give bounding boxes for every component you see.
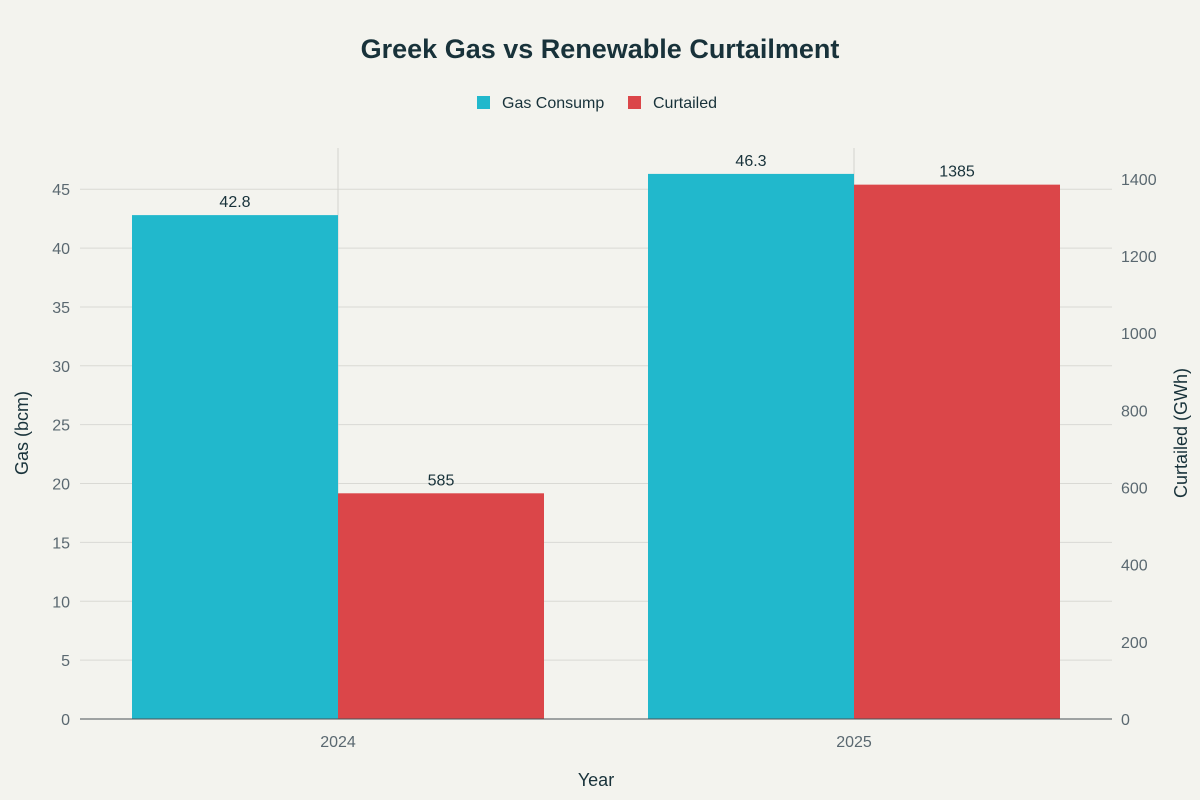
y2-axis-title: Curtailed (GWh) (1171, 368, 1191, 498)
y-tick-label: 20 (52, 477, 70, 494)
legend-swatch-curtailed (628, 96, 641, 109)
y2-tick-label: 600 (1121, 481, 1148, 498)
bar-gas-2025 (648, 173, 854, 720)
bar-curtailed-2024 (338, 493, 544, 719)
y-tick-label: 15 (52, 535, 70, 552)
y2-tick-label: 800 (1121, 403, 1148, 420)
y2-tick-label: 400 (1121, 558, 1148, 575)
y-tick-label: 45 (52, 182, 70, 199)
y2-tick-label: 0 (1121, 712, 1130, 729)
x-tick-label: 2025 (836, 734, 872, 751)
y-axis-title: Gas (bcm) (12, 391, 32, 475)
y-tick-label: 40 (52, 241, 70, 258)
y-tick-label: 35 (52, 300, 70, 317)
y2-tick-label: 1000 (1121, 326, 1157, 343)
legend-swatch-gas (477, 96, 490, 109)
data-label-gas-2024: 42.8 (219, 194, 250, 211)
legend[interactable]: Gas Consump Curtailed (477, 95, 717, 112)
legend-label-gas: Gas Consump (502, 95, 604, 112)
chart-title: Greek Gas vs Renewable Curtailment (361, 34, 840, 64)
y-tick-label: 10 (52, 594, 70, 611)
x-axis-title: Year (578, 770, 614, 790)
data-label-gas-2025: 46.3 (735, 153, 766, 170)
legend-label-curtailed: Curtailed (653, 95, 717, 112)
axis-layer: 0510152025303540450200400600800100012001… (52, 172, 1156, 751)
labels-layer: 42.8 585 46.3 1385 (219, 153, 974, 489)
y2-tick-label: 1400 (1121, 172, 1157, 189)
y-tick-label: 30 (52, 359, 70, 376)
y-tick-label: 25 (52, 418, 70, 435)
bar-gas-2024 (132, 215, 338, 719)
x-tick-label: 2024 (320, 734, 356, 751)
y-tick-label: 5 (61, 653, 70, 670)
data-label-curtailed-2025: 1385 (939, 164, 975, 181)
data-label-curtailed-2024: 585 (428, 472, 455, 489)
y2-tick-label: 1200 (1121, 249, 1157, 266)
bar-curtailed-2025 (854, 184, 1060, 719)
y2-tick-label: 200 (1121, 635, 1148, 652)
bars-layer (132, 173, 1060, 720)
y-tick-label: 0 (61, 712, 70, 729)
